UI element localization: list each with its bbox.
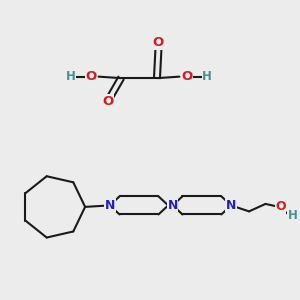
Text: O: O [275,200,286,213]
Text: H: H [66,70,76,83]
Text: N: N [226,199,236,212]
Text: H: H [288,209,298,222]
Text: O: O [102,95,113,108]
Text: N: N [105,199,115,212]
Text: O: O [181,70,193,83]
Text: O: O [85,70,97,83]
Text: H: H [202,70,212,83]
Text: O: O [153,36,164,49]
Text: N: N [167,199,178,212]
